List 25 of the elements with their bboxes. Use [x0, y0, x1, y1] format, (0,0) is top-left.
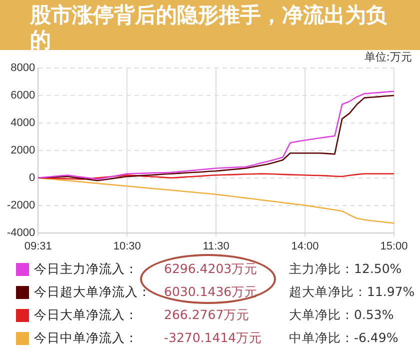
legend-label: 今日大单净流入：: [34, 307, 139, 324]
y-tick-label: -2000: [6, 199, 36, 212]
y-tick-label: 0: [29, 172, 36, 184]
text: 超大单净比：11.97%: [289, 284, 415, 301]
chart-title: 股市涨停背后的隐形推手，净流出为负的: [0, 0, 420, 52]
x-tick-label: 15:00: [380, 240, 408, 252]
x-tick-label: 14:00: [291, 240, 319, 252]
y-tick-label: 8000: [10, 62, 36, 74]
legend-label: 今日中单净流入：: [34, 330, 139, 347]
x-tick-label: 10:30: [113, 240, 141, 252]
y-tick-label: 4000: [10, 116, 36, 129]
text: 单位:万元: [364, 50, 412, 64]
text: 主力净比：12.50%: [289, 261, 402, 278]
legend-label: 今日超大单净流入：: [34, 284, 152, 301]
y-tick-label: 6000: [10, 90, 36, 102]
text: -3270.1414万元: [164, 330, 264, 347]
y-tick-label: -4000: [6, 226, 36, 239]
x-tick-label: 09:31: [24, 240, 52, 252]
text: 266.2767万元: [164, 307, 251, 324]
text: 6296.4203万元: [164, 261, 259, 278]
text: 大单净比：0.53%: [289, 307, 394, 324]
legend-label: 今日主力净流入：: [34, 261, 139, 278]
y-tick-label: 2000: [10, 144, 36, 156]
x-tick-label: 11:30: [202, 240, 230, 252]
text: 中单净比：-6.49%: [289, 330, 398, 347]
